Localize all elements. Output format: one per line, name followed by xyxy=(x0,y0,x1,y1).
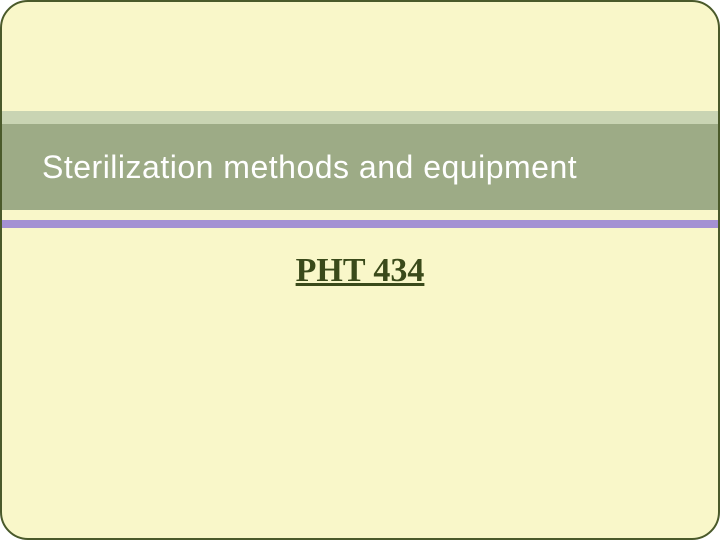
slide-container: Sterilization methods and equipment PHT … xyxy=(0,0,720,540)
subtitle-container: PHT 434 xyxy=(2,252,718,290)
slide-subtitle: PHT 434 xyxy=(296,252,425,289)
slide-title: Sterilization methods and equipment xyxy=(42,149,577,186)
title-band-main: Sterilization methods and equipment xyxy=(2,124,718,210)
title-band-light-strip xyxy=(2,111,718,124)
title-band-accent-strip xyxy=(2,220,718,228)
